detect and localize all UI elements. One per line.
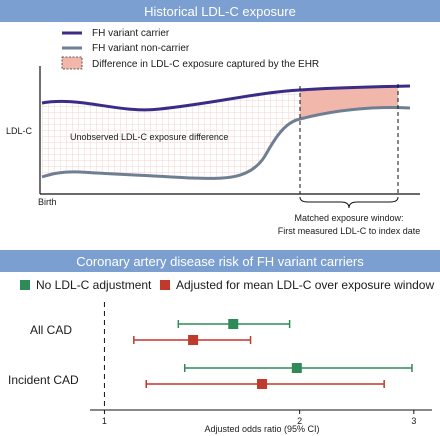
x-tick-label: 1 (102, 416, 107, 426)
unadjusted-legend-label: No LDL-C adjustment (36, 278, 152, 292)
ldl-exposure-diagram: FH variant carrier FH variant non-carrie… (6, 28, 421, 236)
odds-ratio-marks (133, 319, 413, 389)
cad-risk-title: Coronary artery disease risk of FH varia… (76, 253, 364, 269)
non-carrier-legend-label: FH variant non-carrier (92, 43, 190, 54)
birth-axis-label: Birth (38, 197, 57, 207)
or-square (257, 379, 268, 389)
window-caption-line2: First measured LDL-C to index date (278, 226, 421, 236)
or-point-adjusted (133, 335, 252, 345)
unadjusted-legend-swatch (20, 280, 30, 290)
window-brace (299, 196, 399, 209)
ldl-axis-label: LDL-C (6, 126, 33, 136)
difference-legend-swatch (61, 56, 83, 70)
unobserved-label: Unobserved LDL-C exposure difference (70, 132, 228, 142)
row-label-incident-cad: Incident CAD (8, 373, 79, 387)
or-point-adjusted (145, 379, 385, 389)
cad-risk-banner: Coronary artery disease risk of FH varia… (0, 250, 440, 272)
x-tick-label: 2 (297, 416, 302, 426)
forest-x-axis-label: Adjusted odds ratio (95% CI) (204, 424, 319, 434)
non-carrier-curve (41, 105, 411, 180)
difference-legend-label: Difference in LDL-C exposure captured by… (92, 59, 319, 70)
or-square (188, 335, 199, 345)
carrier-legend-label: FH variant carrier (92, 28, 170, 39)
adjusted-legend-swatch (160, 280, 170, 290)
or-square (291, 363, 302, 373)
or-point-unadjusted (184, 363, 413, 373)
or-square (228, 319, 239, 329)
carrier-curve (41, 84, 411, 112)
unobserved-difference-region (42, 90, 300, 179)
or-point-unadjusted (177, 319, 291, 329)
x-axis-ticks: 1 2 3 (102, 410, 416, 426)
forest-plot: No LDL-C adjustment Adjusted for mean LD… (8, 278, 434, 434)
window-caption-line1: Matched exposure window: (294, 213, 403, 223)
observed-difference-region (300, 86, 398, 119)
row-label-all-cad: All CAD (30, 323, 72, 337)
historical-exposure-title: Historical LDL-C exposure (144, 3, 296, 19)
historical-exposure-banner: Historical LDL-C exposure (0, 0, 440, 22)
x-tick-label: 3 (411, 416, 416, 426)
adjusted-legend-label: Adjusted for mean LDL-C over exposure wi… (176, 278, 434, 292)
